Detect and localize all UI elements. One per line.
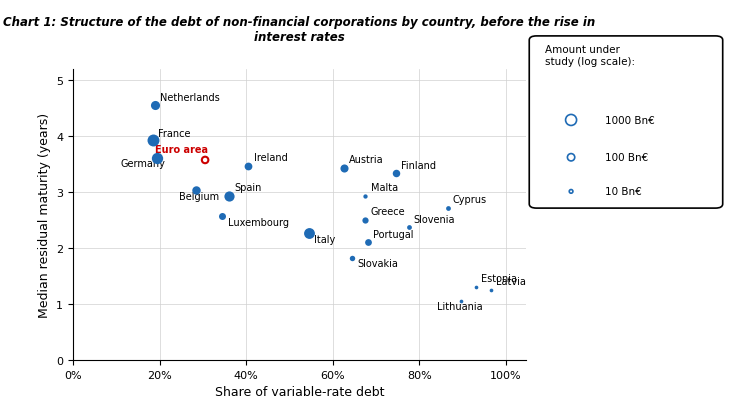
Text: Chart 1: Structure of the debt of non-financial corporations by country, before : Chart 1: Structure of the debt of non-fi…	[3, 16, 596, 44]
Point	[485, 287, 497, 293]
Text: Austria: Austria	[349, 155, 383, 165]
Point	[359, 217, 371, 224]
Text: Luxembourg: Luxembourg	[228, 218, 288, 227]
Point	[470, 284, 482, 290]
Point	[359, 193, 371, 200]
Point	[303, 230, 315, 236]
Text: Slovenia: Slovenia	[414, 214, 456, 224]
Text: 100 Bn€: 100 Bn€	[605, 153, 649, 163]
Point	[347, 255, 358, 262]
Point	[147, 138, 159, 144]
Point	[152, 155, 164, 162]
Point	[390, 171, 402, 177]
Text: France: France	[158, 128, 191, 138]
Y-axis label: Median residual maturity (years): Median residual maturity (years)	[38, 112, 50, 317]
Text: Greece: Greece	[371, 207, 405, 217]
Text: Lithuania: Lithuania	[437, 301, 483, 311]
Text: Netherlands: Netherlands	[161, 93, 220, 103]
Text: Cyprus: Cyprus	[453, 195, 487, 204]
Point	[565, 117, 577, 124]
Text: Ireland: Ireland	[253, 153, 288, 163]
X-axis label: Share of variable-rate debt: Share of variable-rate debt	[215, 385, 384, 398]
Point	[442, 205, 453, 211]
Point	[242, 163, 254, 169]
Text: Estonia: Estonia	[481, 274, 517, 283]
Text: 1000 Bn€: 1000 Bn€	[605, 116, 655, 126]
Point	[361, 239, 373, 246]
Point	[217, 213, 228, 220]
Text: Malta: Malta	[371, 183, 398, 193]
Point	[403, 224, 415, 231]
Point	[338, 166, 350, 172]
Text: Belgium: Belgium	[179, 192, 219, 202]
Point	[565, 155, 577, 161]
Text: Slovakia: Slovakia	[358, 258, 399, 268]
Text: Spain: Spain	[234, 182, 261, 192]
Text: Finland: Finland	[401, 161, 436, 171]
Point	[223, 193, 235, 200]
Text: 10 Bn€: 10 Bn€	[605, 187, 642, 197]
Point	[455, 298, 466, 305]
Text: Amount under
study (log scale):: Amount under study (log scale):	[545, 45, 635, 67]
Text: Latvia: Latvia	[496, 277, 526, 287]
Point	[191, 187, 202, 194]
Text: Italy: Italy	[314, 234, 336, 244]
Point	[199, 157, 211, 164]
Text: Euro area: Euro area	[155, 145, 208, 155]
Text: Germany: Germany	[120, 158, 166, 169]
Point	[150, 103, 161, 109]
Point	[565, 189, 577, 195]
Text: Portugal: Portugal	[373, 229, 413, 239]
